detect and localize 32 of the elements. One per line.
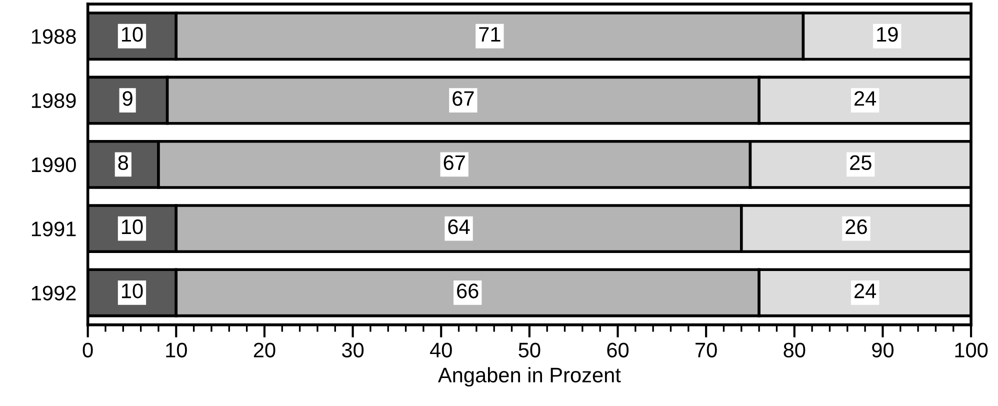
x-tick-label: 40	[430, 342, 452, 358]
y-tick-label: 1989	[32, 93, 76, 108]
x-tick-label: 60	[607, 342, 629, 358]
data-label: 10	[122, 284, 143, 298]
x-tick-label: 70	[696, 342, 717, 358]
data-label: 8	[118, 155, 128, 170]
x-tick-label: 0	[82, 342, 93, 358]
x-tick-label: 100	[955, 342, 988, 358]
x-tick-label: 90	[872, 342, 894, 358]
y-tick-label: 1988	[32, 29, 76, 44]
y-tick-label: 1991	[32, 222, 76, 236]
y-tick-label: 1992	[32, 286, 76, 300]
data-label: 26	[846, 219, 867, 234]
data-label: 66	[457, 284, 478, 298]
data-label: 10	[122, 219, 143, 234]
data-label: 71	[479, 27, 500, 42]
data-label: 67	[444, 155, 465, 170]
x-axis-title: Angaben in Prozent	[438, 367, 621, 387]
y-tick-label: 1990	[32, 157, 76, 172]
x-tick-label: 20	[254, 342, 276, 358]
x-tick-label: 50	[518, 342, 540, 358]
data-label: 67	[452, 91, 474, 106]
x-tick-label: 80	[784, 342, 806, 358]
data-label: 10	[122, 26, 143, 42]
data-label: 24	[854, 284, 876, 298]
data-label: 24	[854, 91, 876, 106]
data-label: 25	[850, 155, 872, 170]
data-label: 9	[122, 91, 132, 106]
data-label: 64	[448, 219, 470, 234]
x-tick-label: 10	[166, 342, 187, 358]
data-label: 19	[877, 26, 898, 42]
x-tick-label: 30	[342, 342, 364, 358]
